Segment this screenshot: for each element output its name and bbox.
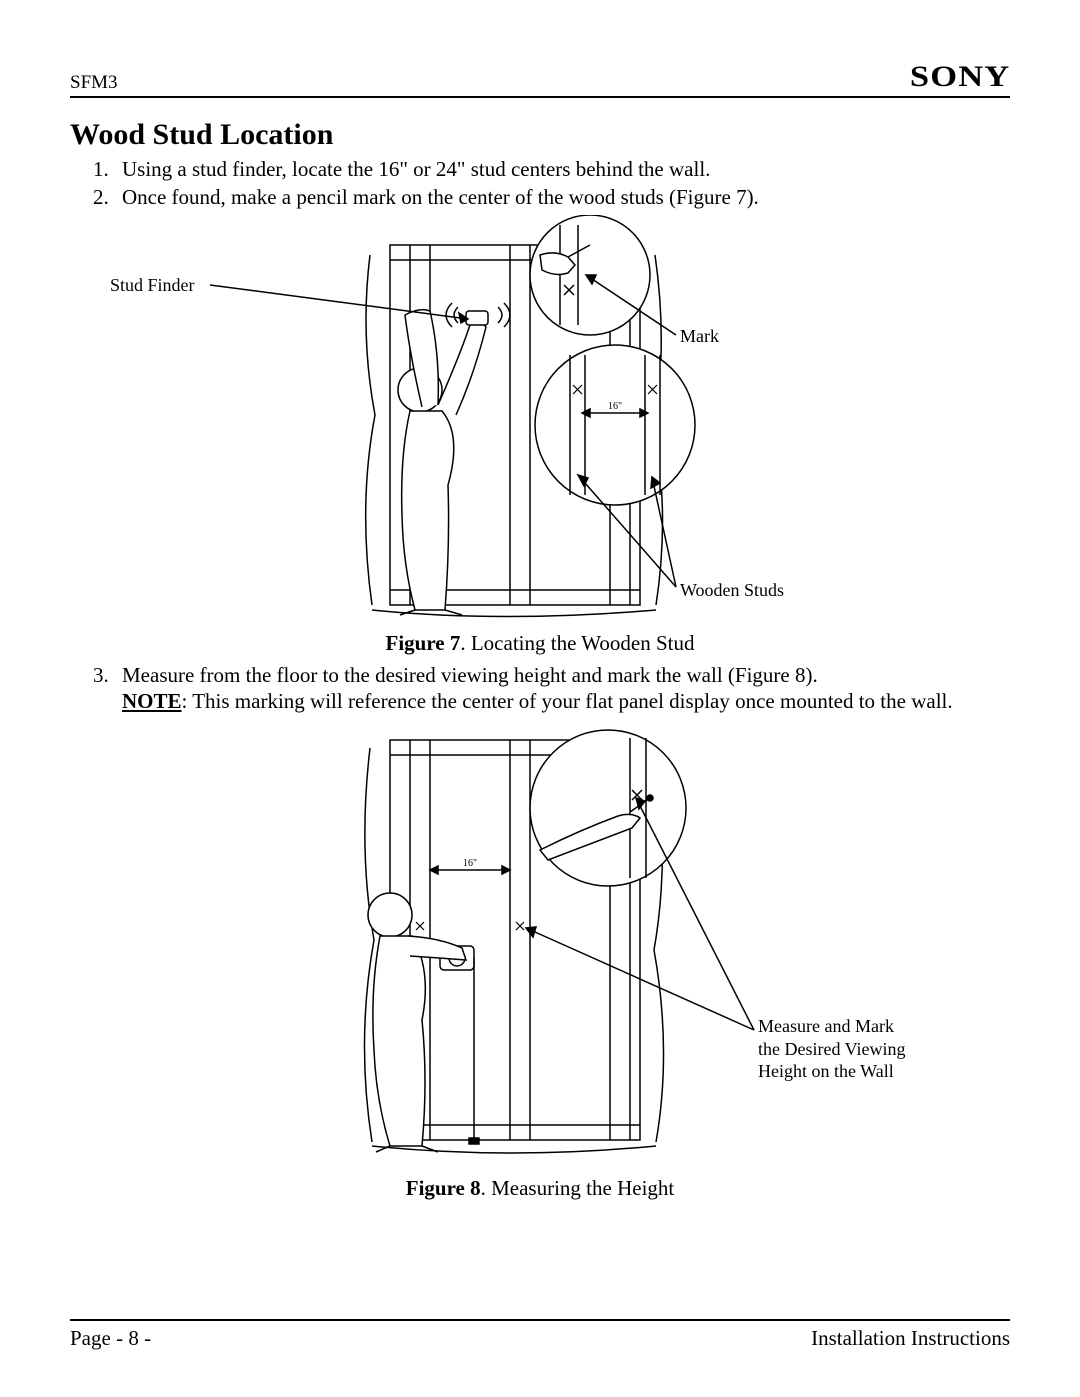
svg-text:16": 16" — [608, 401, 622, 412]
note-text: : This marking will reference the center… — [182, 689, 953, 713]
callout-stud-finder: Stud Finder — [110, 275, 195, 296]
figure-7-caption: Figure 7. Locating the Wooden Stud — [70, 631, 1010, 656]
brand-logo: SONY — [910, 60, 1010, 94]
footer-rule — [70, 1319, 1010, 1321]
header-bar: SFM3 SONY — [70, 60, 1010, 98]
figure-8-caption-text: . Measuring the Height — [481, 1176, 675, 1200]
step-3: Measure from the floor to the desired vi… — [114, 662, 1010, 715]
note-label: NOTE — [122, 689, 182, 713]
footer: Page - 8 - Installation Instructions — [70, 1326, 1010, 1351]
figure-8-container: Measure and Mark the Desired Viewing Hei… — [70, 720, 1010, 1170]
section-title: Wood Stud Location — [70, 118, 1010, 152]
svg-text:16": 16" — [463, 858, 477, 869]
figure-7-illustration: 16" — [70, 215, 1010, 625]
page: SFM3 SONY Wood Stud Location Using a stu… — [0, 0, 1080, 1397]
figure-7-container: Stud Finder Mark Wooden Studs — [70, 215, 1010, 625]
steps-list-1: Using a stud finder, locate the 16" or 2… — [70, 156, 1010, 211]
doc-title: Installation Instructions — [811, 1326, 1010, 1351]
step-1: Using a stud finder, locate the 16" or 2… — [114, 156, 1010, 182]
page-number: Page - 8 - — [70, 1326, 151, 1351]
figure-8-caption: Figure 8. Measuring the Height — [70, 1176, 1010, 1201]
step-3-text: Measure from the floor to the desired vi… — [122, 663, 818, 687]
step-3-note: NOTE: This marking will reference the ce… — [122, 689, 953, 713]
figure-7-label: Figure 7 — [386, 631, 461, 655]
figure-7-caption-text: . Locating the Wooden Stud — [460, 631, 694, 655]
figure-8-illustration: 16" — [70, 720, 1010, 1170]
steps-list-2: Measure from the floor to the desired vi… — [70, 662, 1010, 715]
callout-measure-mark: Measure and Mark the Desired Viewing Hei… — [758, 1015, 918, 1083]
callout-mark: Mark — [680, 326, 719, 347]
callout-wooden-studs: Wooden Studs — [680, 580, 784, 601]
model-code: SFM3 — [70, 72, 118, 94]
step-2: Once found, make a pencil mark on the ce… — [114, 184, 1010, 210]
figure-8-label: Figure 8 — [406, 1176, 481, 1200]
